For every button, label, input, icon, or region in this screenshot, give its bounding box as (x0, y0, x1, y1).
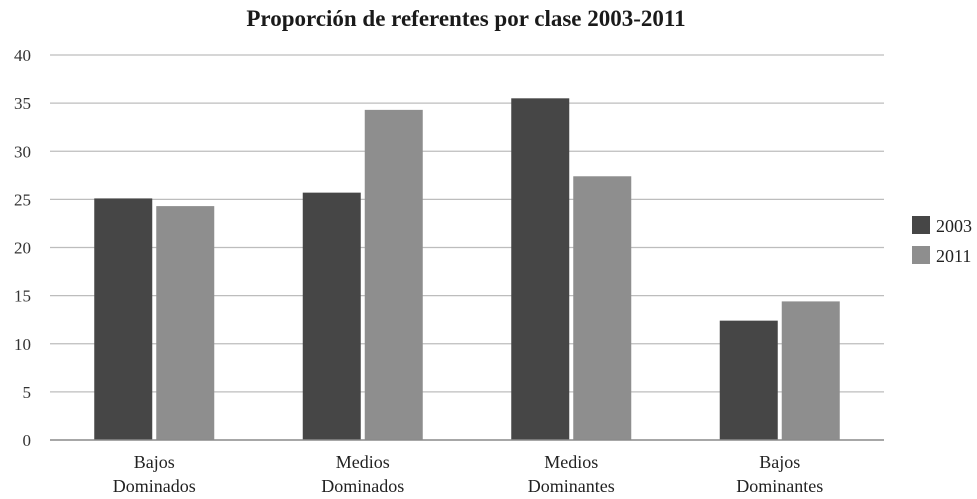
x-axis-category-labels: Bajos Dominados Medios Dominados Medios Domin… (113, 452, 824, 496)
chart-title: Proporción de referentes por clase 2003-… (246, 6, 685, 31)
category-label-line: Bajos (134, 452, 175, 472)
y-tick-label: 0 (23, 431, 32, 450)
bar-2011-2 (573, 176, 632, 440)
bar-2011-0 (156, 206, 215, 440)
y-tick-label: 25 (14, 190, 31, 209)
bar-2003-2 (511, 98, 570, 440)
legend-label-2011: 2011 (936, 246, 971, 266)
bar-2003-3 (719, 320, 778, 440)
category-label: Medios Dominados (321, 452, 404, 496)
bar-2011-3 (781, 301, 840, 440)
legend-swatch-2011 (912, 246, 930, 264)
category-label: Bajos Dominados (113, 452, 196, 496)
y-tick-label: 5 (23, 383, 32, 402)
category-label: Medios Dominantes (528, 452, 615, 496)
category-label-line: Dominantes (736, 476, 823, 496)
y-tick-label: 40 (14, 46, 31, 65)
bar-2003-0 (94, 198, 153, 440)
bar-2011-1 (364, 109, 423, 441)
y-tick-label: 30 (14, 142, 31, 161)
category-label-line: Bajos (759, 452, 800, 472)
y-axis-tick-labels: 0 5 10 15 20 25 30 35 40 (14, 46, 31, 450)
y-tick-label: 35 (14, 94, 31, 113)
bar-2003-1 (302, 192, 361, 440)
legend-label-2003: 2003 (936, 216, 972, 236)
legend-swatch-2003 (912, 216, 930, 234)
category-label-line: Dominantes (528, 476, 615, 496)
y-tick-label: 15 (14, 287, 31, 306)
category-label-line: Dominados (113, 476, 196, 496)
y-tick-label: 10 (14, 335, 31, 354)
bars (94, 98, 840, 441)
category-label-line: Dominados (321, 476, 404, 496)
legend: 2003 2011 (912, 216, 972, 266)
category-label-line: Medios (544, 452, 598, 472)
y-tick-label: 20 (14, 239, 31, 258)
category-label: Bajos Dominantes (736, 452, 823, 496)
category-label-line: Medios (336, 452, 390, 472)
